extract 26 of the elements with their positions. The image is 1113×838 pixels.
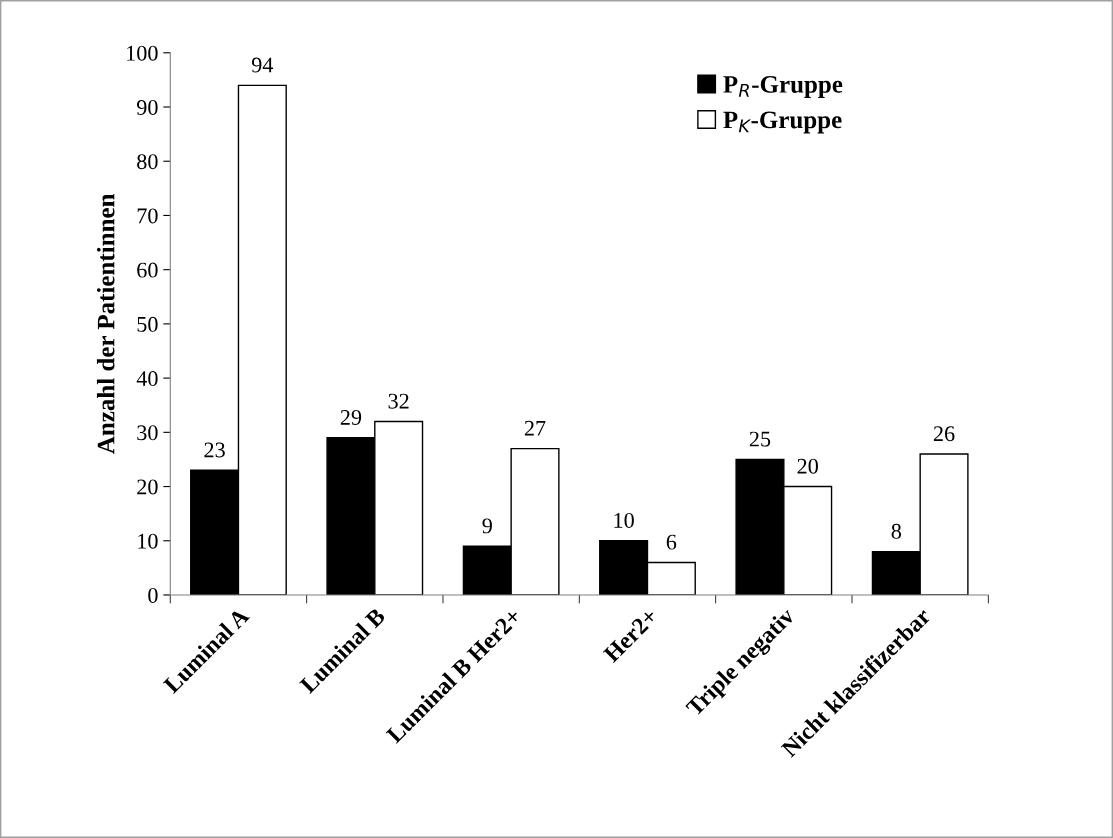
y-tick-label: 90: [136, 99, 158, 115]
y-tick-label: 50: [137, 316, 158, 332]
data-label: 25: [749, 431, 771, 447]
data-label: 29: [340, 409, 362, 425]
y-tick-label: 40: [136, 371, 158, 387]
y-tick-label: 0: [148, 587, 158, 603]
y-tick-label: 20: [137, 479, 158, 495]
data-label: 27: [524, 420, 546, 436]
legend-label: P$_{K}$-Gruppe: [723, 111, 842, 134]
y-tick-label: 80: [137, 154, 158, 170]
data-label: 94: [251, 57, 274, 73]
y-tick-label: 70: [137, 208, 158, 224]
data-label: 8: [891, 523, 902, 539]
data-label: 6: [666, 534, 677, 550]
y-tick-label: 10: [138, 533, 158, 549]
data-label: 10: [614, 512, 634, 528]
y-tick-label: 30: [137, 425, 158, 441]
y-tick-label: 60: [137, 262, 158, 278]
data-label: 23: [204, 442, 225, 458]
data-label: 20: [797, 458, 818, 474]
data-label: 9: [482, 518, 492, 534]
data-label: 32: [388, 393, 409, 409]
y-axis-title: Anzahl der Patientinnen: [96, 193, 115, 454]
legend-label: P$_{R}$-Gruppe: [723, 76, 843, 98]
y-tick-label: 100: [127, 45, 158, 61]
data-label: 26: [933, 426, 955, 442]
